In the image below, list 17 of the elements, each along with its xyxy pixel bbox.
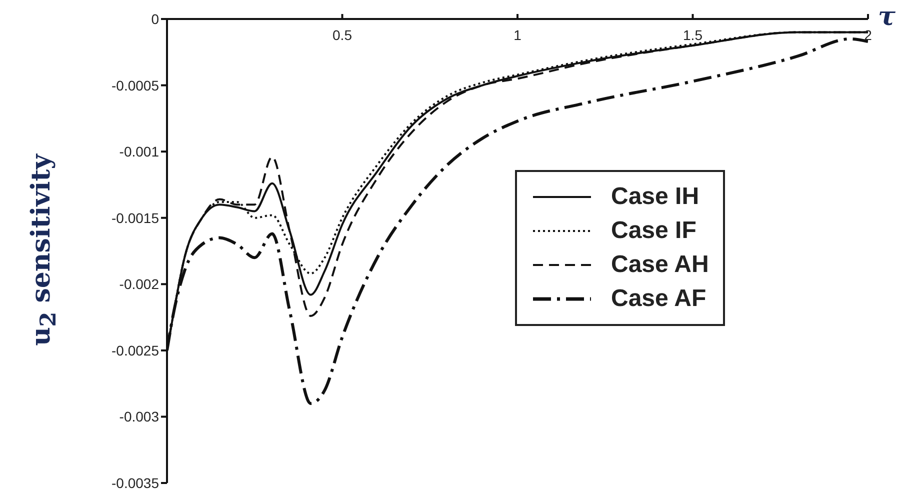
legend-label: Case AH	[611, 251, 709, 279]
x-tick-label: 1.5	[683, 27, 703, 43]
x-tick-label: 1	[514, 27, 522, 43]
y-tick-label: -0.0015	[112, 210, 160, 226]
y-tick-label: -0.001	[119, 144, 160, 160]
x-tick-label: 0.5	[332, 27, 352, 43]
y-tick-label: 0	[151, 10, 160, 27]
x-axis-title: τ	[878, 2, 896, 32]
legend-label: Case IF	[611, 217, 696, 245]
y-tick-label: -0.003	[119, 408, 160, 425]
x-tick-label: 2	[864, 27, 872, 43]
y-tick-label: -0.0025	[112, 342, 160, 358]
y-tick-label: -0.002	[119, 276, 160, 292]
y-tick-label: -0.0005	[112, 77, 160, 94]
legend-label: Case AF	[611, 285, 706, 313]
y-tick-label: -0.0035	[112, 474, 160, 491]
legend-label: Case IH	[611, 183, 700, 211]
